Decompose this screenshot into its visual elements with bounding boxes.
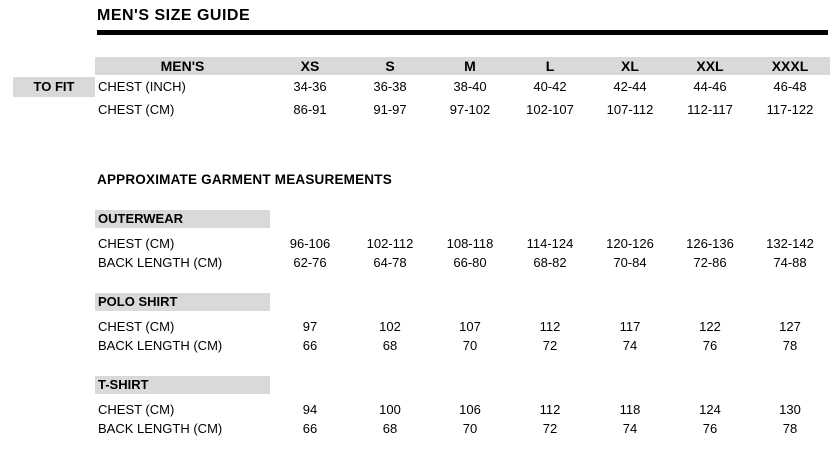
size-value-cell: 127 bbox=[779, 319, 801, 334]
size-value-cell: 72-86 bbox=[693, 255, 727, 270]
size-value-cell: 46-48 bbox=[773, 79, 807, 94]
table-row-chest-inch: TO FIT CHEST (INCH) 34-36 36-38 38-40 40… bbox=[13, 77, 830, 97]
size-value-cell: 38-40 bbox=[453, 79, 487, 94]
size-value-cell: 34-36 bbox=[293, 79, 327, 94]
to-fit-badge: TO FIT bbox=[13, 77, 95, 97]
section-header-outerwear: OUTERWEAR bbox=[95, 210, 270, 228]
section-header-t-shirt: T-SHIRT bbox=[95, 376, 270, 394]
row-label: CHEST (INCH) bbox=[98, 79, 186, 94]
size-value-cell: 117-122 bbox=[766, 102, 814, 117]
size-value-cell: 78 bbox=[782, 338, 798, 353]
size-value-cell: 86-91 bbox=[293, 102, 327, 117]
size-value-cell: 64-78 bbox=[373, 255, 407, 270]
size-value-cell: 72 bbox=[542, 338, 558, 353]
row-label: BACK LENGTH (CM) bbox=[98, 255, 223, 270]
table-row-tshirt-back-length: BACK LENGTH (CM) 66 68 70 72 74 76 78 bbox=[95, 419, 830, 438]
size-value-cell: 97 bbox=[302, 319, 318, 334]
garment-measurements-heading: APPROXIMATE GARMENT MEASUREMENTS bbox=[97, 172, 392, 187]
row-label: CHEST (CM) bbox=[98, 402, 175, 417]
size-value-cell: 94 bbox=[302, 402, 318, 417]
size-value-cell: 124 bbox=[699, 402, 721, 417]
table-row-outerwear-back-length: BACK LENGTH (CM) 62-76 64-78 66-80 68-82… bbox=[95, 253, 830, 272]
size-value-cell: 74-88 bbox=[773, 255, 807, 270]
size-value-cell: 66-80 bbox=[453, 255, 487, 270]
size-col-header-m: M bbox=[464, 58, 476, 74]
size-value-cell: 126-136 bbox=[686, 236, 734, 251]
size-value-cell: 102-112 bbox=[366, 236, 414, 251]
row-label: CHEST (CM) bbox=[98, 319, 175, 334]
row-label: BACK LENGTH (CM) bbox=[98, 421, 223, 436]
size-value-cell: 66 bbox=[302, 338, 318, 353]
size-value-cell: 40-42 bbox=[533, 79, 567, 94]
size-col-header-s: S bbox=[385, 58, 395, 74]
size-value-cell: 117 bbox=[619, 319, 641, 334]
size-value-cell: 112-117 bbox=[687, 102, 733, 117]
size-col-header-xxl: XXL bbox=[696, 58, 724, 74]
size-value-cell: 102 bbox=[379, 319, 401, 334]
row-label: CHEST (CM) bbox=[98, 236, 175, 251]
size-value-cell: 106 bbox=[459, 402, 481, 417]
section-header-polo-shirt: POLO SHIRT bbox=[95, 293, 270, 311]
size-col-header-xs: XS bbox=[300, 58, 320, 74]
table-row-polo-back-length: BACK LENGTH (CM) 66 68 70 72 74 76 78 bbox=[95, 336, 830, 355]
section-polo-shirt: POLO SHIRT CHEST (CM) 97 102 107 112 117… bbox=[0, 293, 834, 355]
row-label: CHEST (CM) bbox=[98, 102, 175, 117]
size-value-cell: 68 bbox=[382, 338, 398, 353]
size-value-cell: 68-82 bbox=[533, 255, 567, 270]
size-value-cell: 68 bbox=[382, 421, 398, 436]
size-value-cell: 78 bbox=[782, 421, 798, 436]
size-value-cell: 120-126 bbox=[606, 236, 654, 251]
size-value-cell: 96-106 bbox=[289, 236, 331, 251]
size-value-cell: 107 bbox=[459, 319, 481, 334]
size-value-cell: 42-44 bbox=[613, 79, 647, 94]
size-value-cell: 91-97 bbox=[373, 102, 407, 117]
size-value-cell: 122 bbox=[699, 319, 721, 334]
page-title: MEN'S SIZE GUIDE bbox=[97, 7, 251, 24]
fit-table-header-label: MEN'S bbox=[160, 58, 205, 74]
size-value-cell: 118 bbox=[619, 402, 641, 417]
size-value-cell: 74 bbox=[622, 421, 638, 436]
table-row-polo-chest: CHEST (CM) 97 102 107 112 117 122 127 bbox=[95, 317, 830, 336]
size-value-cell: 36-38 bbox=[373, 79, 407, 94]
table-row-tshirt-chest: CHEST (CM) 94 100 106 112 118 124 130 bbox=[95, 400, 830, 419]
size-value-cell: 102-107 bbox=[526, 102, 574, 117]
title-rule bbox=[97, 30, 828, 35]
fit-table: MEN'S XS S M L XL XXL XXXL TO FIT CHEST … bbox=[0, 57, 834, 120]
size-value-cell: 108-118 bbox=[446, 236, 494, 251]
fit-table-header-row: MEN'S XS S M L XL XXL XXXL bbox=[95, 57, 830, 75]
size-value-cell: 70-84 bbox=[613, 255, 647, 270]
size-col-header-l: L bbox=[545, 58, 555, 74]
size-value-cell: 100 bbox=[379, 402, 401, 417]
row-label: BACK LENGTH (CM) bbox=[98, 338, 223, 353]
size-value-cell: 132-142 bbox=[766, 236, 814, 251]
size-value-cell: 70 bbox=[462, 338, 478, 353]
size-value-cell: 112 bbox=[539, 402, 561, 417]
size-value-cell: 70 bbox=[462, 421, 478, 436]
table-row-outerwear-chest: CHEST (CM) 96-106 102-112 108-118 114-12… bbox=[95, 234, 830, 253]
size-value-cell: 107-112 bbox=[606, 102, 654, 117]
size-col-header-xxxl: XXXL bbox=[771, 58, 809, 74]
size-value-cell: 97-102 bbox=[449, 102, 491, 117]
size-value-cell: 112 bbox=[539, 319, 561, 334]
size-value-cell: 72 bbox=[542, 421, 558, 436]
size-value-cell: 130 bbox=[779, 402, 801, 417]
size-col-header-xl: XL bbox=[621, 58, 639, 74]
size-value-cell: 114-124 bbox=[526, 236, 574, 251]
size-value-cell: 66 bbox=[302, 421, 318, 436]
size-value-cell: 74 bbox=[622, 338, 638, 353]
size-value-cell: 76 bbox=[702, 421, 718, 436]
section-t-shirt: T-SHIRT CHEST (CM) 94 100 106 112 118 12… bbox=[0, 376, 834, 438]
table-row-chest-cm: CHEST (CM) 86-91 91-97 97-102 102-107 10… bbox=[95, 100, 830, 120]
size-value-cell: 62-76 bbox=[293, 255, 327, 270]
size-value-cell: 44-46 bbox=[693, 79, 727, 94]
size-value-cell: 76 bbox=[702, 338, 718, 353]
section-outerwear: OUTERWEAR CHEST (CM) 96-106 102-112 108-… bbox=[0, 210, 834, 272]
